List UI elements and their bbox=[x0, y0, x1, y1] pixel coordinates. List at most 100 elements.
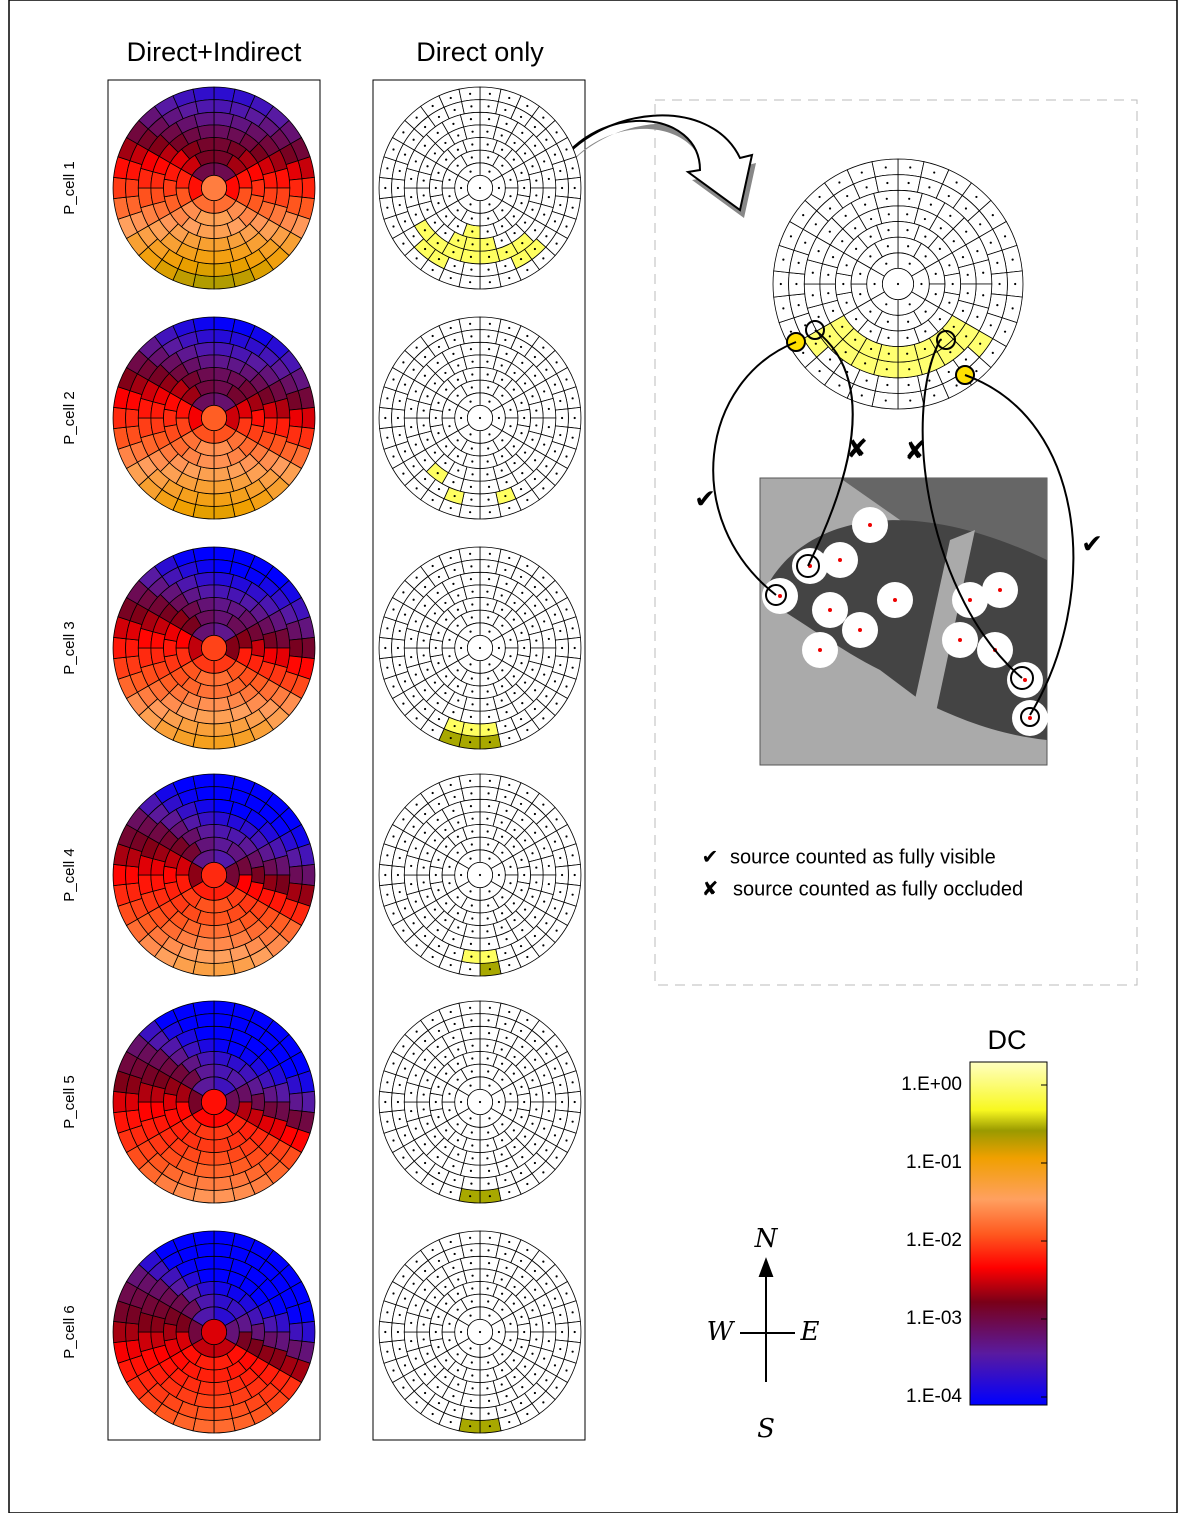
patch-dot bbox=[454, 1253, 456, 1255]
patch-dot bbox=[397, 187, 399, 189]
patch-dot bbox=[469, 741, 471, 743]
patch-dot bbox=[424, 1270, 426, 1272]
patch-dot bbox=[798, 262, 800, 264]
patch-dot bbox=[487, 729, 489, 731]
patch-dot bbox=[866, 379, 868, 381]
patch-dot bbox=[452, 810, 454, 812]
patch-dot bbox=[531, 896, 533, 898]
patch-dot bbox=[508, 327, 510, 329]
patch-dot bbox=[424, 1373, 426, 1375]
patch-dot bbox=[888, 353, 890, 355]
patch-dot bbox=[470, 105, 472, 107]
legend-text: source counted as fully visible bbox=[730, 846, 996, 868]
patch-dot bbox=[486, 1275, 488, 1277]
patch-dot bbox=[513, 142, 515, 144]
patch-dot bbox=[470, 1413, 472, 1415]
patch-dot bbox=[437, 1086, 439, 1088]
patch-dot bbox=[531, 395, 533, 397]
patch-dot bbox=[410, 408, 412, 410]
patch-dot bbox=[454, 952, 456, 954]
patch-dot bbox=[548, 1110, 550, 1112]
sky-patch bbox=[214, 1244, 232, 1258]
patch-dot bbox=[501, 455, 503, 457]
patch-dot bbox=[859, 273, 861, 275]
patch-dot bbox=[471, 131, 473, 133]
patch-dot bbox=[445, 1129, 447, 1131]
patch-dot bbox=[445, 158, 447, 160]
patch-dot bbox=[939, 318, 941, 320]
patch-dot bbox=[955, 181, 957, 183]
sky-patch bbox=[196, 100, 214, 114]
row-label: P_cell 4 bbox=[61, 848, 78, 901]
patch-dot bbox=[410, 1340, 412, 1342]
patch-dot bbox=[535, 1338, 537, 1340]
sky-patch bbox=[196, 262, 214, 276]
patch-dot bbox=[469, 203, 471, 205]
patch-dot bbox=[543, 390, 545, 392]
patch-dot bbox=[556, 1387, 558, 1389]
patch-dot bbox=[534, 708, 536, 710]
patch-dot bbox=[471, 930, 473, 932]
patch-dot bbox=[559, 1314, 561, 1316]
patch-dot bbox=[489, 1195, 491, 1197]
patch-dot bbox=[457, 685, 459, 687]
patch-dot bbox=[392, 1062, 394, 1064]
patch-dot bbox=[928, 379, 930, 381]
patch-dot bbox=[413, 465, 415, 467]
patch-dot bbox=[520, 488, 522, 490]
patch-dot bbox=[469, 1007, 471, 1009]
patch-dot bbox=[471, 361, 473, 363]
patch-dot bbox=[457, 395, 459, 397]
lamp-center bbox=[858, 628, 862, 632]
patch-dot bbox=[410, 638, 412, 640]
patch-dot bbox=[470, 565, 472, 567]
patch-dot bbox=[416, 1261, 418, 1263]
patch-dot bbox=[386, 894, 388, 896]
patch-dot bbox=[908, 182, 910, 184]
patch-dot bbox=[554, 1134, 556, 1136]
patch-dot bbox=[415, 1304, 417, 1306]
patch-dot bbox=[907, 245, 909, 247]
patch-dot bbox=[392, 1369, 394, 1371]
patch-dot bbox=[399, 891, 401, 893]
patch-dot bbox=[384, 417, 386, 419]
patch-dot bbox=[423, 654, 425, 656]
patch-dot bbox=[556, 818, 558, 820]
patch-dot bbox=[509, 1323, 511, 1325]
patch-dot bbox=[432, 1019, 434, 1021]
patch-dot bbox=[487, 373, 489, 375]
patch-dot bbox=[424, 1059, 426, 1061]
patch-dot bbox=[565, 455, 567, 457]
patch-dot bbox=[854, 339, 856, 341]
patch-dot bbox=[545, 922, 547, 924]
patch-dot bbox=[437, 1116, 439, 1118]
patch-dot bbox=[410, 1322, 412, 1324]
patch-dot bbox=[487, 230, 489, 232]
patch-dot bbox=[392, 455, 394, 457]
patch-dot bbox=[424, 832, 426, 834]
patch-dot bbox=[524, 681, 526, 683]
patch-dot bbox=[486, 361, 488, 363]
sky-patch bbox=[263, 172, 277, 188]
patch-dot bbox=[457, 439, 459, 441]
patch-dot bbox=[523, 417, 525, 419]
patch-dot bbox=[438, 945, 440, 947]
patch-dot bbox=[559, 664, 561, 666]
patch-dot bbox=[432, 565, 434, 567]
patch-dot bbox=[535, 409, 537, 411]
patch-dot bbox=[556, 703, 558, 705]
patch-dot bbox=[990, 324, 992, 326]
patch-dot bbox=[413, 139, 415, 141]
patch-dot bbox=[513, 1359, 515, 1361]
patch-dot bbox=[445, 215, 447, 217]
patch-dot bbox=[488, 578, 490, 580]
lamp-center bbox=[1028, 716, 1032, 720]
patch-dot bbox=[469, 1314, 471, 1316]
patch-dot bbox=[565, 1369, 567, 1371]
patch-dot bbox=[448, 1323, 450, 1325]
patch-dot bbox=[486, 818, 488, 820]
patch-dot bbox=[909, 303, 911, 305]
row-label: P_cell 1 bbox=[61, 161, 78, 214]
patch-dot bbox=[438, 1260, 440, 1262]
patch-dot bbox=[471, 447, 473, 449]
